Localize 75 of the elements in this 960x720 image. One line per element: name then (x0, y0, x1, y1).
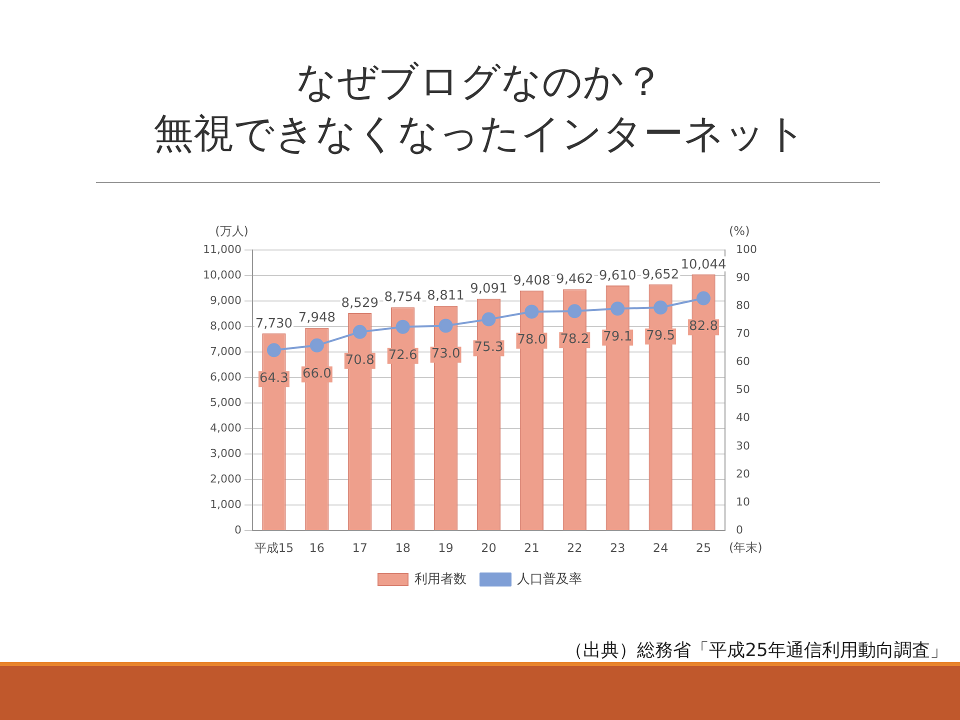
y-tick-label: 8,000 (210, 319, 242, 332)
data-label: 9,462 (556, 272, 594, 288)
data-label: 64.3 (259, 371, 288, 386)
data-label: 8,529 (341, 296, 378, 311)
chart-subtitle: 無視できなくなったインターネット (152, 110, 808, 159)
y-tick-label: 5,000 (210, 396, 242, 409)
point (266, 343, 281, 358)
data-label: 66.0 (302, 366, 332, 382)
y2-tick-label: 10 (736, 495, 750, 508)
point (396, 320, 410, 334)
y-tick-label: 3,000 (210, 446, 242, 460)
point (482, 312, 496, 326)
x-tick-label: 17 (352, 540, 368, 555)
data-label: 79.5 (646, 328, 676, 344)
data-label: 70.8 (345, 352, 374, 368)
data-label: 72.6 (388, 348, 418, 363)
x-axis-title: (年末) (729, 540, 762, 555)
data-label: 9,408 (513, 273, 550, 288)
y-tick-label: 1,000 (210, 498, 242, 511)
y2-axis-title: (%) (729, 224, 750, 238)
y2-tick-label: 30 (736, 439, 750, 452)
chart-title: なぜブログなのか？ (295, 58, 665, 107)
data-label: 8,754 (384, 290, 422, 306)
x-tick-label: 20 (481, 540, 496, 555)
y-tick-label: 10,000 (202, 268, 242, 282)
point (696, 291, 711, 306)
data-label: 9,091 (470, 282, 508, 297)
y-tick-label: 11,000 (202, 242, 242, 256)
y-tick-label: 2,000 (210, 472, 242, 486)
point (310, 338, 324, 352)
y-tick-label: 6,000 (210, 370, 242, 384)
x-tick-label: 25 (696, 540, 712, 555)
y-tick-label: 0 (234, 523, 242, 536)
x-tick-label: 21 (524, 540, 540, 555)
y-axis-title: (万人) (215, 224, 248, 238)
x-tick-label: 16 (309, 540, 325, 555)
x-tick-label: 平成15 (254, 540, 294, 555)
point (610, 302, 625, 316)
data-label: 7,948 (298, 310, 336, 326)
legend-label: 人口普及率 (517, 570, 582, 587)
y2-tick-label: 20 (736, 467, 750, 480)
data-label: 9,652 (642, 267, 680, 282)
x-tick-label: 22 (567, 540, 582, 555)
point (524, 304, 539, 319)
y2-tick-label: 80 (736, 298, 750, 312)
point (568, 304, 582, 318)
y-tick-label: 9,000 (210, 294, 242, 307)
y2-tick-label: 70 (736, 327, 750, 340)
x-tick-label: 18 (395, 540, 410, 555)
y2-tick-label: 40 (736, 411, 750, 424)
text: （出典）総務省「平成25年通信利用動向調査」 (565, 639, 948, 662)
x-tick-label: 19 (438, 540, 454, 555)
y2-tick-label: 0 (736, 523, 744, 536)
x-tick-label: 23 (610, 540, 626, 555)
data-label: 9,610 (599, 268, 636, 284)
point (438, 318, 453, 333)
point (352, 324, 367, 339)
y2-tick-label: 50 (736, 383, 750, 396)
x-tick-label: 24 (652, 540, 668, 555)
y2-tick-label: 90 (736, 270, 750, 284)
data-label: 78.2 (560, 332, 590, 348)
y-tick-label: 4,000 (210, 421, 242, 434)
legend-label: 利用者数 (414, 572, 466, 587)
data-label: 78.0 (517, 332, 546, 348)
point (654, 300, 668, 315)
y2-tick-label: 60 (736, 355, 750, 368)
data-label: 82.8 (689, 319, 718, 334)
y2-tick-label: 100 (736, 242, 758, 256)
data-label: 79.1 (603, 330, 632, 345)
data-label: 75.3 (474, 340, 504, 356)
data-label: 7,730 (255, 316, 293, 332)
data-label: 73.0 (431, 346, 460, 362)
y-tick-label: 7,000 (210, 344, 242, 358)
data-label: 8,811 (427, 288, 464, 304)
data-label: 10,044 (680, 257, 726, 272)
